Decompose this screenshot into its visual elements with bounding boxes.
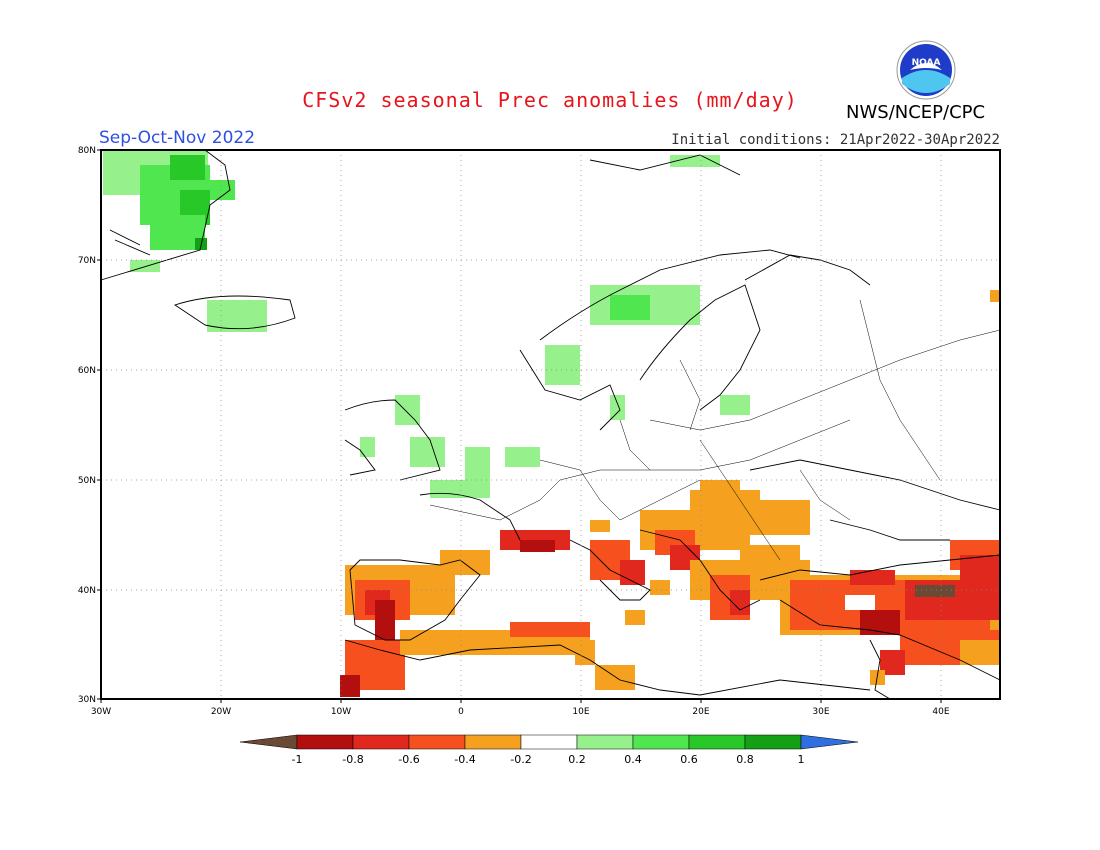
lon-tick-10e: 10E [572,707,589,717]
colorbar-label: -1 [292,753,303,766]
anomaly-cell [440,550,490,575]
anomaly-cell [860,610,900,635]
anomaly-cell [670,155,720,167]
colorbar-label: -0.2 [510,753,531,766]
lon-tick-0: 0 [458,707,464,717]
anomaly-cell [700,480,740,492]
anomaly-cell [360,437,375,457]
anomaly-cell [575,640,595,665]
lon-tick-30w: 30W [91,707,111,717]
colorbar-swatch [744,734,802,750]
anomaly-cell [520,540,555,552]
anomaly-cell [395,395,420,425]
anomaly-cell [720,395,750,415]
anomaly-cell [510,622,590,637]
lat-tick-80n: 80N [78,146,96,156]
noaa-logo: NOAA [896,40,956,100]
season-label: Sep-Oct-Nov 2022 [99,128,256,148]
lat-tick-60n: 60N [78,366,96,376]
anomaly-cell [625,610,645,625]
anomaly-cell [990,290,1000,302]
anomaly-cell [340,675,360,697]
logo-text: NOAA [912,58,941,68]
colorbar-low-arrow [239,734,298,750]
anomaly-cell [730,590,750,615]
anomaly-cell [915,585,955,597]
colorbar-swatch [464,734,522,750]
colorbar-label: 0.8 [736,753,754,766]
colorbar-label: -0.8 [342,753,363,766]
organization-label: NWS/NCEP/CPC [846,102,986,123]
map-frame [100,149,1001,700]
lon-tick-marks [100,699,942,703]
lat-tick-marks [97,149,101,700]
colorbar-swatch [688,734,746,750]
lat-tick-50n: 50N [78,476,96,486]
colorbar-label: -0.6 [398,753,419,766]
anomaly-cell [170,155,205,180]
anomaly-cell [410,437,445,467]
anomaly-cell [690,490,760,515]
initial-conditions-label: Initial conditions: 21Apr2022-30Apr2022 [671,132,1000,148]
colorbar-swatch [632,734,690,750]
anomaly-cell [750,500,810,535]
anomaly-cell [610,295,650,320]
anomaly-cell [650,580,670,595]
coastlines [100,149,1001,700]
lon-ticks: 30W 20W 10W 0 10E 20E 30E 40E [91,707,950,717]
anomaly-cell [505,447,540,467]
colorbar-label: 0.2 [568,753,586,766]
colorbar-swatch [296,734,354,750]
lon-tick-10w: 10W [331,707,351,717]
lat-ticks: 30N 40N 50N 60N 70N 80N [78,146,96,705]
anomaly-cell [210,180,235,200]
colorbar-label: -0.4 [454,753,475,766]
lat-tick-70n: 70N [78,256,96,266]
anomaly-cell [590,520,610,532]
colorbar-label: 1 [798,753,805,766]
colorbar-swatch [520,734,578,750]
anomaly-cells [103,150,1000,697]
lon-tick-40e: 40E [932,707,949,717]
anomaly-cell [850,570,895,585]
colorbar-high-arrow [800,734,859,750]
colorbar-swatch [408,734,466,750]
lat-tick-40n: 40N [78,586,96,596]
anomaly-cell [960,640,1000,665]
lat-tick-30n: 30N [78,695,96,705]
anomaly-cell [595,665,635,690]
anomaly-cell [545,345,580,385]
colorbar-label: 0.6 [680,753,698,766]
anomaly-cell [845,595,875,610]
map-title: CFSv2 seasonal Prec anomalies (mm/day) [302,88,798,112]
lon-tick-20w: 20W [211,707,231,717]
anomaly-cell [960,555,1000,620]
colorbar [239,734,859,750]
anomaly-cell [740,545,800,565]
anomaly-cell [207,300,267,332]
colorbar-label: 0.4 [624,753,642,766]
lon-tick-20e: 20E [692,707,709,717]
colorbar-swatch [352,734,410,750]
colorbar-swatch [576,734,634,750]
lon-tick-30e: 30E [812,707,829,717]
anomaly-cell [465,447,490,482]
colorbar-labels: -1 -0.8 -0.6 -0.4 -0.2 0.2 0.4 0.6 0.8 1 [292,753,805,766]
anomaly-cell [610,395,625,420]
